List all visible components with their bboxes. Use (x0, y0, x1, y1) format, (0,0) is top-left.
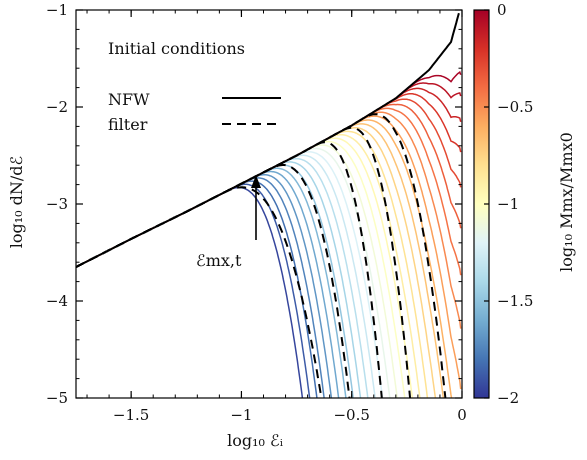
y-tick-label: −1 (46, 1, 68, 19)
colorbar-tick-label: −2 (497, 389, 519, 407)
y-tick-label: −4 (46, 292, 68, 310)
axes: −1.5 −1 −0.5 0 −5 −4 −3 −2 −1 (46, 1, 467, 424)
y-axis-title: log₁₀ dN/dℰ (7, 155, 26, 248)
series-line (76, 186, 304, 398)
colorbar: 0 −0.5 −1 −1.5 −2 (473, 1, 533, 407)
y-tick-label: −2 (46, 98, 68, 116)
filter-curve (76, 141, 383, 398)
y-tick-label: −3 (46, 195, 68, 213)
annotation-arrowhead (251, 175, 261, 188)
colorbar-title: log₁₀ Mmx/Mmx0 (557, 132, 576, 272)
series-line (76, 115, 462, 390)
colorbar-tick-label: −1 (497, 195, 519, 213)
series-line (76, 111, 462, 329)
filter-curve (76, 164, 351, 398)
series-line (76, 161, 362, 398)
x-tick-label: −1.5 (113, 406, 149, 424)
y-tick-label: −5 (46, 389, 68, 407)
colorbar-tick-label: −0.5 (497, 98, 533, 116)
series-line (76, 173, 333, 398)
filter-curve (76, 113, 447, 398)
nfw-curve (76, 12, 460, 268)
series-line (76, 134, 421, 398)
colorbar-tick-label: 0 (497, 1, 507, 19)
colorbar-tick-label: −1.5 (497, 292, 533, 310)
x-tick-label: 0 (457, 406, 467, 424)
legend-nfw-label: NFW (108, 90, 150, 109)
series-line (76, 130, 429, 398)
series-line (76, 119, 453, 398)
plot-area (76, 12, 462, 398)
filter-curve (76, 126, 412, 398)
x-tick-label: −0.5 (333, 406, 369, 424)
x-tick-label: −1 (230, 406, 252, 424)
filter-curve (76, 186, 323, 398)
annotation-label: ℰmx,t (196, 251, 242, 270)
annotation: ℰmx,t (196, 175, 261, 270)
series-line (76, 180, 318, 398)
legend-title: Initial conditions (108, 39, 245, 58)
series-line (76, 154, 376, 398)
legend: Initial conditions NFW filter (108, 39, 281, 134)
legend-filter-label: filter (108, 115, 148, 134)
x-axis-title: log₁₀ ℰᵢ (227, 431, 283, 450)
series-line (76, 177, 325, 398)
series-line (76, 157, 369, 398)
